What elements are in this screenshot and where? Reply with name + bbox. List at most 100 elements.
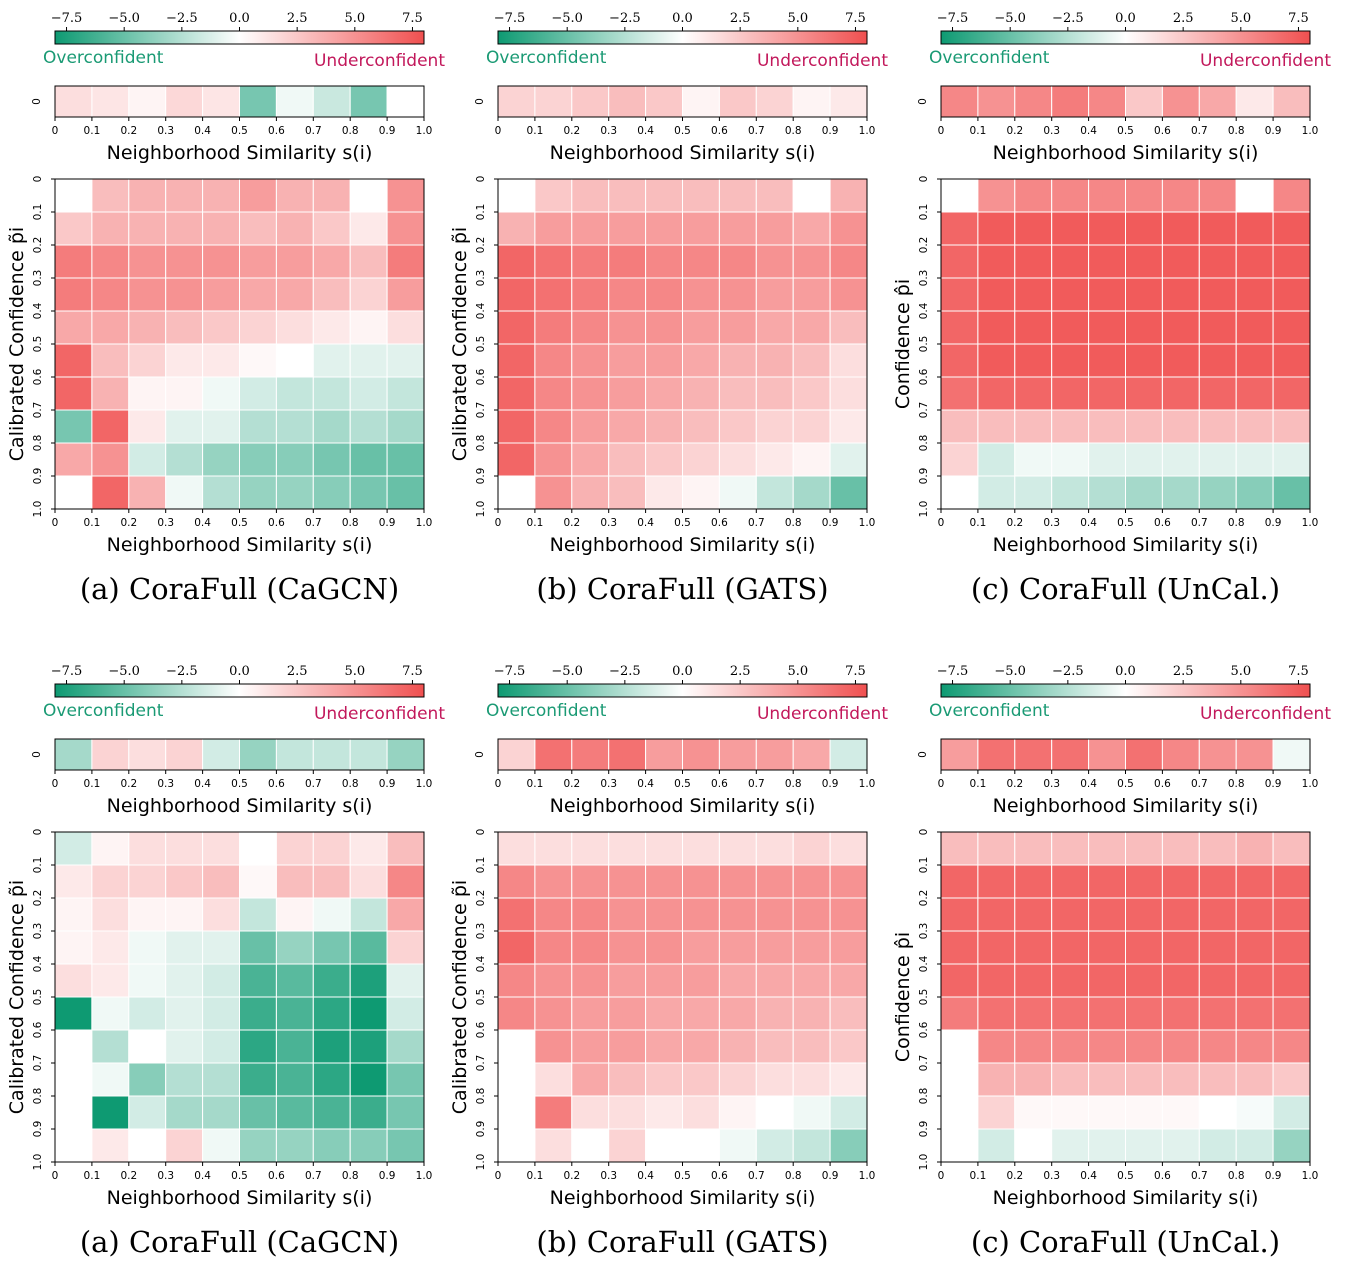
heatmap-cell bbox=[202, 1128, 241, 1163]
heatmap-cell bbox=[275, 897, 314, 932]
strip-xtick-label: 0.9 bbox=[1265, 778, 1282, 790]
heatmap-cell bbox=[165, 442, 204, 477]
colorbar-tick-label: 5.0 bbox=[787, 11, 808, 26]
heatmap-cell bbox=[940, 963, 979, 998]
heatmap-cell bbox=[165, 178, 204, 213]
strip-cell bbox=[645, 738, 683, 771]
heatmap-ytick-label: 0.6 bbox=[475, 368, 487, 385]
heatmap-cell bbox=[1088, 1095, 1126, 1130]
heatmap-ytick-label: 1.0 bbox=[918, 501, 930, 518]
heatmap-cell bbox=[165, 244, 204, 279]
strip-cell bbox=[165, 85, 204, 118]
heatmap-ytick-label: 0.9 bbox=[32, 1121, 44, 1138]
colorbar-tick-label: −7.5 bbox=[937, 11, 969, 26]
strip-cell bbox=[239, 738, 277, 771]
heatmap-cell bbox=[645, 244, 683, 279]
heatmap-xtick-label: 0.3 bbox=[1043, 1170, 1060, 1182]
strip-cell bbox=[1125, 738, 1163, 771]
heatmap-cell bbox=[1198, 244, 1237, 279]
colorbar-tick-label: 7.5 bbox=[402, 664, 423, 679]
heatmap-cell bbox=[349, 831, 388, 866]
heatmap-cell bbox=[682, 244, 720, 279]
heatmap-cell bbox=[202, 475, 241, 510]
heatmap-cell bbox=[54, 178, 93, 213]
heatmap-xtick-label: 0.6 bbox=[1154, 517, 1171, 529]
colorbar-tick-label: −5.0 bbox=[108, 11, 140, 26]
heatmap-cell bbox=[386, 897, 425, 932]
heatmap-cell bbox=[1051, 244, 1090, 279]
strip-cell bbox=[1088, 85, 1126, 118]
heatmap-cell bbox=[1161, 211, 1200, 246]
heatmap-cell bbox=[645, 442, 683, 477]
colorbar-tick-label: 0.0 bbox=[672, 11, 693, 26]
heatmap-xtick-label: 0.7 bbox=[748, 517, 765, 529]
heatmap-xtick-label: 0 bbox=[938, 1170, 945, 1182]
heatmap-cell bbox=[608, 1029, 647, 1064]
strip-cell bbox=[1235, 85, 1274, 118]
heatmap-cell bbox=[755, 897, 794, 932]
strip-cell bbox=[312, 738, 351, 771]
heatmap-cell bbox=[386, 376, 425, 411]
heatmap-cell bbox=[275, 930, 314, 965]
heatmap-cell bbox=[1198, 996, 1237, 1031]
colorbar bbox=[497, 683, 868, 698]
heatmap-cell bbox=[1088, 409, 1126, 444]
heatmap-cell bbox=[718, 963, 757, 998]
heatmap-cell bbox=[682, 963, 720, 998]
heatmap-cell bbox=[755, 442, 794, 477]
strip-cell bbox=[349, 738, 388, 771]
heatmap-cell bbox=[1125, 1128, 1163, 1163]
heatmap-cell bbox=[977, 343, 1016, 378]
strip-xtick-label: 0.1 bbox=[970, 778, 987, 790]
heatmap-ytick-label: 0.1 bbox=[918, 857, 930, 874]
heatmap-cell bbox=[239, 1095, 277, 1130]
heatmap-cell bbox=[608, 475, 647, 510]
heatmap-cell bbox=[497, 277, 536, 312]
strip-xtick-label: 0.7 bbox=[305, 125, 322, 137]
heatmap-cell bbox=[792, 475, 831, 510]
heatmap-xtick-label: 0 bbox=[52, 1170, 59, 1182]
heatmap-ytick-label: 0.5 bbox=[918, 336, 930, 353]
colorbar bbox=[940, 683, 1311, 698]
heatmap-cell bbox=[792, 1062, 831, 1097]
heatmap-cell bbox=[386, 178, 425, 213]
heatmap-cell bbox=[1125, 310, 1163, 345]
heatmap-cell bbox=[534, 864, 573, 899]
heatmap-cell bbox=[1272, 897, 1311, 932]
heatmap-cell bbox=[940, 1095, 979, 1130]
heatmap-cell bbox=[1272, 211, 1311, 246]
heatmap-cell bbox=[977, 244, 1016, 279]
overconfident-label: Overconfident bbox=[929, 48, 1050, 68]
strip-xtick-label: 0.7 bbox=[748, 778, 765, 790]
heatmap-cell bbox=[202, 996, 241, 1031]
heatmap-cell bbox=[829, 442, 868, 477]
strip-xtick-label: 0.2 bbox=[563, 125, 580, 137]
heatmap-cell bbox=[1014, 996, 1053, 1031]
heatmap-cell bbox=[497, 178, 536, 213]
strip-xtick-label: 0.8 bbox=[1228, 125, 1245, 137]
heatmap-cell bbox=[275, 211, 314, 246]
heatmap-cell bbox=[312, 310, 351, 345]
heatmap-cell bbox=[1014, 864, 1053, 899]
strip-ytick: 0 bbox=[474, 98, 486, 105]
heatmap-cell bbox=[682, 277, 720, 312]
heatmap-cell bbox=[1198, 310, 1237, 345]
heatmap-ytick-label: 1.0 bbox=[475, 1154, 487, 1171]
heatmap-cell bbox=[940, 310, 979, 345]
heatmap-cell bbox=[312, 277, 351, 312]
heatmap-cell bbox=[645, 310, 683, 345]
heatmap-cell bbox=[645, 897, 683, 932]
heatmap-cell bbox=[1161, 343, 1200, 378]
colorbar-tick-label: −2.5 bbox=[1052, 664, 1084, 679]
heatmap-cell bbox=[54, 1128, 93, 1163]
heatmap-cell bbox=[275, 1095, 314, 1130]
heatmap-ytick-label: 0 bbox=[918, 829, 930, 836]
heatmap-cell bbox=[275, 963, 314, 998]
heatmap-xtick-label: 0.1 bbox=[527, 517, 544, 529]
heatmap-cell bbox=[202, 442, 241, 477]
heatmap-ytick-label: 0.1 bbox=[32, 857, 44, 874]
heatmap-cell bbox=[165, 1095, 204, 1130]
heatmap-cell bbox=[128, 442, 167, 477]
heatmap-cell bbox=[1088, 897, 1126, 932]
heatmap-cell bbox=[645, 376, 683, 411]
